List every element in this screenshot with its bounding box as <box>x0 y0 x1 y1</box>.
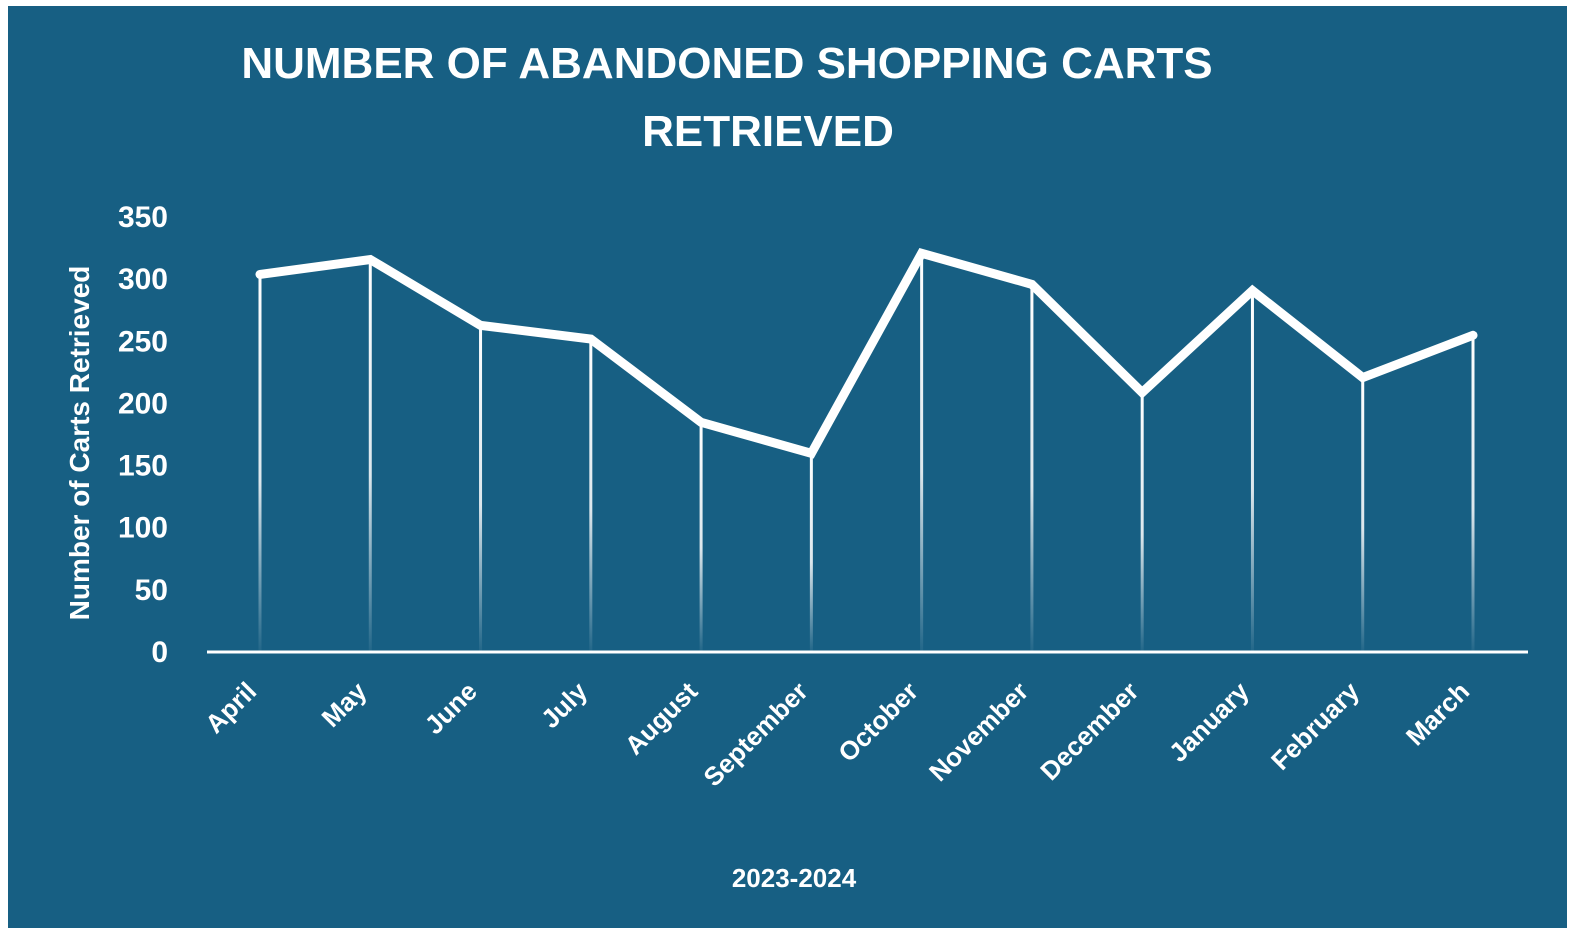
drop-line <box>479 325 483 651</box>
x-axis-label: 2023-2024 <box>732 863 857 893</box>
chart-panel <box>8 6 1567 928</box>
drop-line <box>809 453 813 651</box>
drop-line <box>589 339 593 651</box>
x-tick-label: August <box>619 676 704 761</box>
x-tick-label: January <box>1163 676 1255 768</box>
drop-line <box>1471 335 1475 651</box>
y-tick-label: 100 <box>118 512 168 545</box>
chart-title-line-1: NUMBER OF ABANDONED SHOPPING CARTS <box>241 39 1212 88</box>
x-tick-label: November <box>923 676 1034 787</box>
chart-title-line-2: RETRIEVED <box>642 107 894 156</box>
y-tick-label: 150 <box>118 450 168 483</box>
y-tick-label: 350 <box>118 201 168 234</box>
drop-line <box>920 253 924 652</box>
drop-line <box>1361 377 1365 651</box>
y-axis-ticks: 0 50 100 150 200 250 300 350 <box>118 201 168 669</box>
drop-line <box>1030 284 1034 651</box>
y-tick-label: 250 <box>118 325 168 358</box>
x-tick-label: September <box>697 676 813 792</box>
x-tick-label: March <box>1400 676 1475 751</box>
y-axis-label: Number of Carts Retrieved <box>64 266 95 621</box>
drop-line <box>699 422 703 651</box>
y-tick-label: 300 <box>118 263 168 296</box>
x-tick-label: May <box>316 676 373 733</box>
x-tick-label: July <box>535 676 593 734</box>
drop-line <box>1140 392 1144 651</box>
series-line <box>255 247 1478 459</box>
drop-line <box>1250 290 1254 651</box>
drop-line <box>258 274 262 651</box>
y-tick-label: 0 <box>151 636 168 669</box>
drop-line <box>368 259 372 651</box>
y-tick-label: 200 <box>118 387 168 420</box>
y-tick-label: 50 <box>135 574 168 607</box>
x-tick-label: December <box>1034 676 1144 786</box>
drop-lines <box>258 253 1475 652</box>
x-tick-label: February <box>1265 676 1365 776</box>
x-tick-label: April <box>199 676 262 739</box>
x-tick-label: October <box>832 676 924 768</box>
x-tick-label: June <box>419 676 483 740</box>
